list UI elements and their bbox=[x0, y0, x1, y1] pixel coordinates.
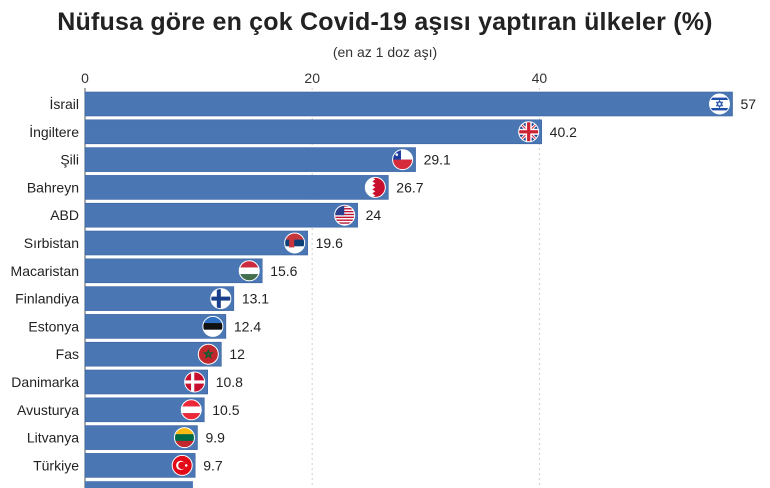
category-label: Litvanya bbox=[27, 430, 79, 446]
bar[interactable] bbox=[84, 147, 416, 172]
category-label: Türkiye bbox=[33, 457, 79, 473]
bar[interactable] bbox=[84, 119, 542, 145]
value-label: 10.5 bbox=[212, 402, 239, 418]
value-label: 12 bbox=[229, 346, 245, 362]
category-label: Finlandiya bbox=[15, 291, 79, 307]
x-tick-label: 0 bbox=[81, 70, 89, 86]
israel-flag-icon bbox=[709, 93, 731, 115]
lithuania-flag-icon bbox=[173, 427, 195, 449]
chart-title: Nüfusa göre en çok Covid-19 aşısı yaptır… bbox=[57, 8, 713, 36]
value-label: 15.6 bbox=[270, 263, 297, 279]
denmark-flag-icon bbox=[184, 371, 206, 393]
value-label: 40.2 bbox=[550, 124, 577, 140]
category-label: ABD bbox=[50, 207, 79, 223]
category-label: Sırbistan bbox=[24, 235, 79, 251]
bar[interactable] bbox=[84, 175, 389, 200]
estonia-flag-icon bbox=[202, 315, 224, 337]
usa-flag-icon bbox=[334, 204, 356, 226]
turkey-flag-icon bbox=[171, 454, 193, 476]
bar-partial bbox=[85, 481, 193, 488]
value-label: 24 bbox=[366, 207, 382, 223]
value-label: 9.9 bbox=[205, 430, 225, 446]
serbia-flag-icon bbox=[284, 232, 306, 254]
category-label: Şili bbox=[60, 152, 79, 168]
chile-flag-icon bbox=[392, 149, 414, 171]
value-label: 26.7 bbox=[396, 179, 423, 195]
austria-flag-icon bbox=[180, 399, 202, 421]
category-label: Danimarka bbox=[11, 374, 79, 390]
value-label: 29.1 bbox=[424, 152, 451, 168]
value-label: 12.4 bbox=[234, 318, 261, 334]
value-label: 19.6 bbox=[316, 235, 343, 251]
x-tick-label: 40 bbox=[532, 70, 548, 86]
value-label: 10.8 bbox=[216, 374, 243, 390]
bar[interactable] bbox=[84, 286, 235, 311]
bahrain-flag-icon bbox=[364, 176, 386, 198]
bar[interactable] bbox=[84, 202, 358, 228]
hungary-flag-icon bbox=[238, 260, 260, 282]
uk-flag-icon bbox=[518, 121, 540, 143]
category-label: Macaristan bbox=[11, 263, 79, 279]
category-label: Estonya bbox=[28, 318, 79, 334]
category-label: Bahreyn bbox=[27, 179, 79, 195]
morocco-flag-icon bbox=[197, 343, 219, 365]
value-label: 13.1 bbox=[242, 291, 269, 307]
bar[interactable] bbox=[84, 258, 263, 284]
category-label: Avusturya bbox=[17, 402, 79, 418]
chart-subtitle: (en az 1 doz aşı) bbox=[332, 44, 438, 60]
bar[interactable] bbox=[84, 91, 733, 117]
bar[interactable] bbox=[84, 230, 308, 256]
finland-flag-icon bbox=[210, 288, 232, 310]
value-label: 57 bbox=[741, 96, 757, 112]
category-label: İngiltere bbox=[29, 123, 79, 140]
category-label: Fas bbox=[56, 346, 79, 362]
x-tick-label: 20 bbox=[304, 70, 320, 86]
value-label: 9.7 bbox=[203, 457, 223, 473]
category-label: İsrail bbox=[49, 95, 79, 112]
